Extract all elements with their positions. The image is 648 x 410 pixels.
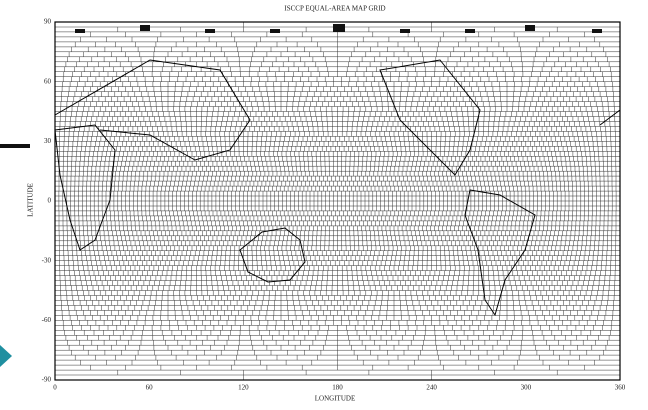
block — [333, 24, 345, 32]
x-tick-label: 0 — [53, 384, 57, 392]
block — [400, 29, 410, 33]
x-tick-label: 300 — [521, 384, 532, 392]
side-bar — [0, 144, 30, 148]
y-tick-label: -90 — [42, 376, 52, 384]
block — [205, 29, 215, 33]
x-tick-label: 120 — [238, 384, 249, 392]
x-tick-label: 180 — [332, 384, 343, 392]
block — [525, 25, 535, 31]
y-tick-label: 0 — [48, 197, 52, 205]
block — [270, 29, 280, 33]
map-title: ISCCP EQUAL-AREA MAP GRID — [284, 5, 385, 13]
x-tick-label: 360 — [615, 384, 626, 392]
y-tick-label: -30 — [42, 256, 52, 264]
y-tick-label: -60 — [42, 316, 52, 324]
x-axis-label: LONGITUDE — [315, 395, 355, 403]
block — [592, 29, 602, 33]
y-axis-label: LATITUDE — [27, 183, 35, 217]
block — [465, 29, 475, 33]
block — [140, 25, 150, 31]
x-tick-label: 240 — [426, 384, 437, 392]
y-tick-label: 90 — [44, 18, 52, 26]
y-tick-label: 30 — [44, 137, 52, 145]
y-tick-label: 60 — [44, 77, 52, 85]
map-figure: ISCCP EQUAL-AREA MAP GRID LATITUDE LONGI… — [0, 0, 648, 410]
x-tick-label: 60 — [146, 384, 154, 392]
block — [75, 29, 85, 33]
